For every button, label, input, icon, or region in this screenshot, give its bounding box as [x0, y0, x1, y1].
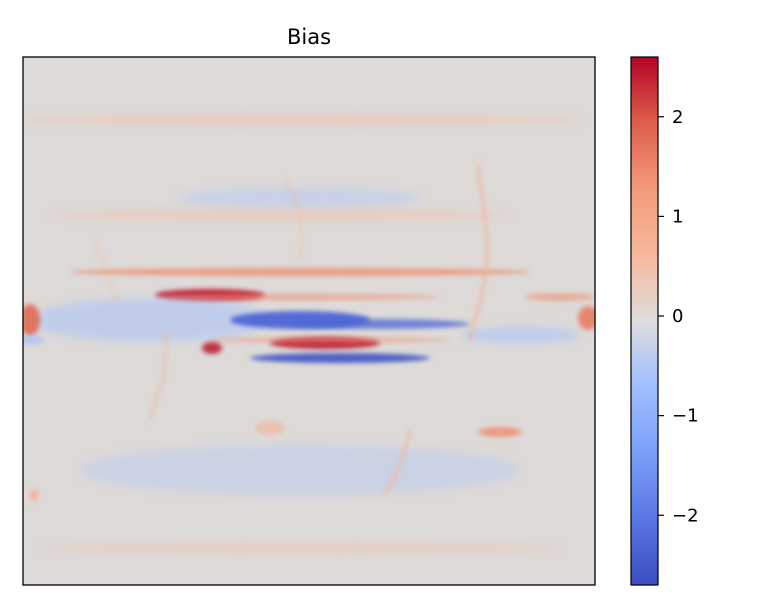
heatmap-region-north-warm-band: [210, 337, 450, 343]
colorbar-tick-label: 1: [672, 206, 683, 227]
colorbar-tick-label: −1: [672, 406, 699, 427]
heatmap-region-lower-cool-patch: [80, 445, 520, 495]
plot-frame: [22, 56, 596, 586]
colorbar: [630, 56, 659, 586]
heatmap-region-lower-warm-streak: [383, 428, 412, 497]
heatmap-region-upper-warm-band: [50, 209, 510, 221]
heatmap-region-north-warm-band: [525, 293, 595, 301]
colorbar-tick-label: 0: [672, 306, 683, 327]
heatmap-region-lower-warm-streak: [468, 163, 489, 342]
heatmap-region-lower-cool-patch: [180, 188, 420, 208]
heatmap-region-lower-cool-patch: [460, 327, 580, 343]
heatmap-region-lower-warm-streak: [29, 489, 39, 501]
heatmap-region-upper-warm-band: [40, 543, 560, 553]
heatmap-region-lower-right-warm: [478, 427, 522, 437]
heatmap-region-lower-cool-patch: [23, 336, 44, 344]
heatmap-region-north-warm-band: [160, 294, 440, 300]
heatmap-region-south-warm-band: [202, 342, 222, 354]
heatmap-plot-area: [23, 57, 595, 585]
heatmap-region-right-edge-warm: [578, 306, 595, 330]
heatmap-region-upper-warm-band: [23, 115, 580, 125]
heatmap-region-central-cold-band: [290, 319, 470, 329]
heatmap-region-lower-warm-streak: [94, 239, 119, 301]
colorbar-ticks: 2 1 0 −1 −2: [658, 107, 699, 526]
heatmap-region-lower-warm-streak: [284, 179, 303, 261]
heatmap-region-north-warm-band: [70, 268, 530, 276]
heatmap-region-lower-warm-streak: [255, 421, 285, 435]
heatmap-region-left-edge-warm: [23, 304, 40, 336]
colorbar-tick-label: −2: [672, 505, 699, 526]
heatmap-region-south-cold-band: [250, 353, 430, 363]
chart-title: Bias: [287, 25, 331, 49]
heatmap-region-lower-warm-streak: [148, 328, 168, 422]
heatmap-region-lower-cool-patch: [30, 298, 270, 342]
colorbar-tick-label: 2: [672, 107, 683, 128]
